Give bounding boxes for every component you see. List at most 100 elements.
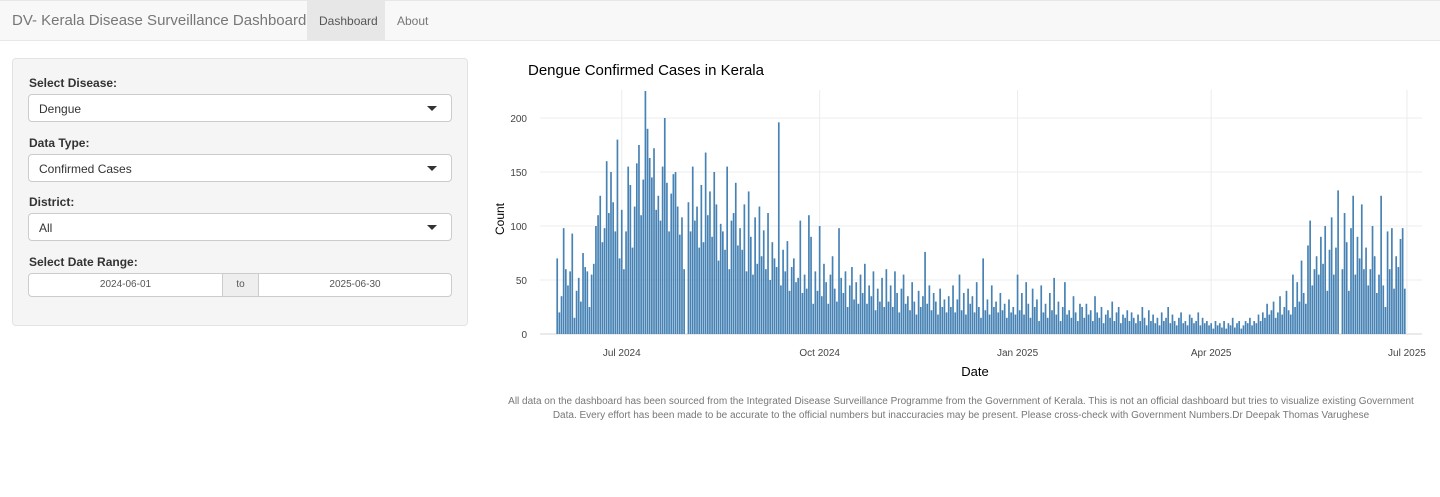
bar [868, 285, 870, 334]
bar [986, 299, 989, 334]
bar [827, 303, 830, 334]
bar [1021, 292, 1023, 334]
bar [653, 148, 655, 334]
bar [1147, 310, 1150, 334]
bar [1135, 323, 1137, 334]
bar [842, 292, 845, 334]
bar [1033, 307, 1036, 334]
tab-about[interactable]: About [397, 14, 429, 28]
bar [1289, 314, 1292, 334]
bar [588, 307, 591, 334]
bar [1356, 236, 1359, 334]
bar [743, 204, 746, 334]
bar [1384, 307, 1387, 334]
bar [1315, 256, 1318, 334]
y-axis-title: Count [493, 202, 507, 235]
bar [861, 292, 864, 334]
date-range-separator: to [223, 273, 258, 297]
bar [633, 206, 636, 334]
bar [648, 157, 651, 334]
bar [1109, 317, 1111, 334]
bar [1014, 314, 1017, 334]
bar [713, 172, 716, 334]
bar [874, 310, 877, 334]
bar [784, 271, 787, 334]
datatype-select[interactable]: Confirmed Cases [28, 154, 452, 182]
x-tick-label: Jul 2025 [1388, 348, 1426, 359]
bar [702, 242, 705, 334]
app-brand[interactable]: DV- Kerala Disease Surveillance Dashboar… [12, 12, 307, 29]
bar [657, 195, 660, 334]
bar [1023, 314, 1025, 334]
bar [855, 282, 858, 334]
caret-down-icon [427, 225, 437, 230]
disease-select[interactable]: Dengue [28, 94, 452, 122]
bar [1348, 290, 1350, 334]
bar [1218, 323, 1221, 334]
bar [1341, 269, 1344, 334]
bar [859, 274, 862, 334]
bar [1210, 323, 1213, 334]
bar [1126, 310, 1129, 334]
bar [1363, 269, 1365, 334]
bar [1119, 323, 1122, 334]
bar [962, 292, 965, 334]
bar [1388, 269, 1391, 334]
bar [1111, 301, 1114, 334]
bar [1335, 247, 1337, 334]
bar [881, 277, 883, 334]
bar [799, 220, 802, 334]
bar [1399, 238, 1402, 334]
bar [556, 258, 559, 334]
cases-chart: Dengue Confirmed Cases in Kerala 0 50 100 1… [493, 62, 1426, 379]
bar [934, 301, 937, 334]
bar [1253, 321, 1256, 334]
bar [995, 301, 997, 334]
bar [909, 310, 911, 334]
bar [1332, 274, 1335, 334]
bar [805, 288, 808, 334]
bar [1403, 288, 1406, 334]
bar [1016, 274, 1019, 334]
bar [1188, 314, 1191, 334]
bar [592, 263, 595, 334]
bar [1074, 312, 1077, 334]
date-start-input[interactable]: 2024-06-01 [28, 273, 223, 297]
bar [876, 288, 879, 334]
bar [1326, 290, 1329, 334]
date-end-input[interactable]: 2025-06-30 [258, 273, 452, 297]
bar [967, 288, 969, 334]
bar [575, 290, 578, 334]
bar [1051, 310, 1053, 334]
y-tick-label: 150 [510, 168, 527, 179]
tab-dashboard[interactable]: Dashboard [307, 1, 385, 41]
bar [1317, 274, 1320, 334]
bar [1079, 303, 1081, 334]
district-select[interactable]: All [28, 213, 452, 241]
bar [1214, 321, 1217, 334]
bar [1184, 321, 1187, 334]
bar [1169, 323, 1172, 334]
bar [990, 285, 993, 334]
bar [1380, 195, 1382, 334]
x-tick-label: Apr 2025 [1191, 348, 1232, 359]
bar [896, 292, 898, 334]
bar [773, 258, 776, 334]
bar [1201, 317, 1204, 334]
bar [1292, 274, 1294, 334]
bar [749, 236, 752, 334]
bar [885, 269, 888, 334]
bar [797, 277, 799, 334]
bar [816, 290, 819, 334]
bar [771, 242, 774, 334]
bar [706, 215, 709, 334]
bar [1038, 321, 1040, 334]
bar [642, 179, 645, 334]
chart-title: Dengue Confirmed Cases in Kerala [528, 62, 765, 79]
bar [982, 258, 984, 334]
bar [1165, 317, 1167, 334]
datatype-label: Data Type: [29, 136, 90, 150]
bar [898, 312, 901, 334]
bar [1270, 310, 1273, 334]
bar [1246, 323, 1249, 334]
